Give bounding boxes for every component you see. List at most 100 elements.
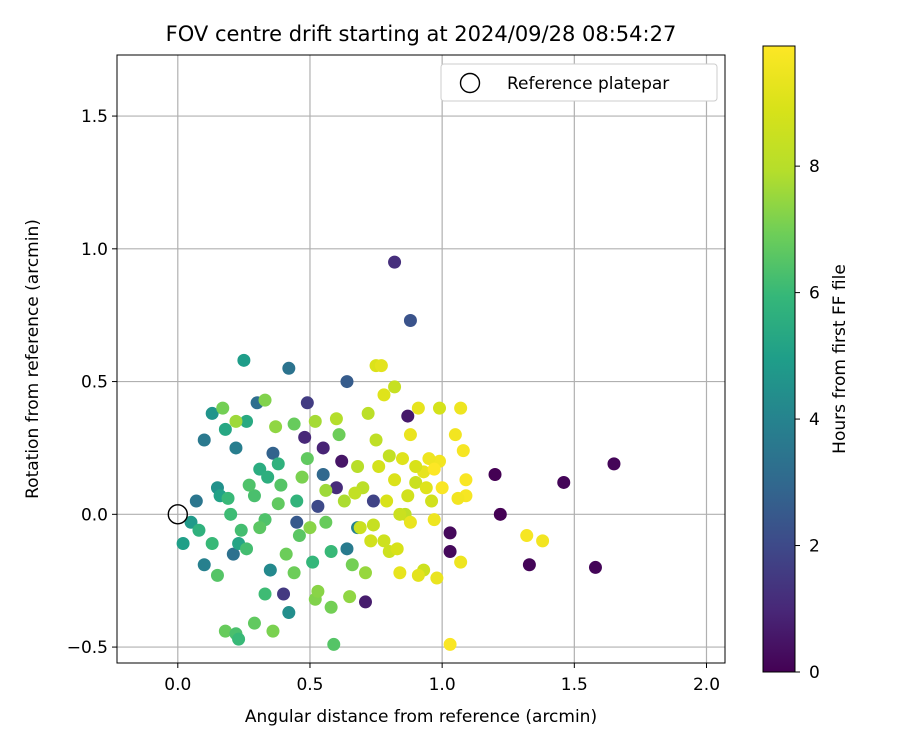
- data-point: [277, 587, 291, 601]
- data-point: [324, 600, 338, 614]
- legend-marker-icon: [459, 72, 481, 94]
- data-point: [366, 518, 380, 532]
- data-point: [353, 521, 367, 535]
- data-point: [316, 467, 330, 481]
- data-point: [205, 406, 219, 420]
- data-point: [279, 547, 293, 561]
- data-point: [433, 401, 447, 415]
- data-point: [380, 494, 394, 508]
- data-point: [192, 523, 206, 537]
- data-point: [377, 534, 391, 548]
- colorbar-tick-label: 6: [809, 284, 820, 304]
- data-point: [327, 637, 341, 651]
- data-point: [229, 441, 243, 455]
- data-point: [361, 406, 375, 420]
- data-point: [263, 563, 277, 577]
- data-point: [303, 521, 317, 535]
- data-point: [401, 409, 415, 423]
- data-point: [197, 433, 211, 447]
- data-point: [419, 481, 433, 495]
- data-point: [221, 491, 235, 505]
- data-point: [240, 542, 254, 556]
- data-point: [253, 521, 267, 535]
- x-tick-label: 2.0: [693, 675, 720, 695]
- colorbar-tick-label: 2: [809, 537, 820, 557]
- data-point: [316, 441, 330, 455]
- colorbar-label: Hours from first FF file: [830, 264, 850, 454]
- data-point: [229, 414, 243, 428]
- data-point: [454, 555, 468, 569]
- data-point: [258, 587, 272, 601]
- colorbar-tick-label: 0: [809, 663, 820, 683]
- plot-area: 0.0 0.5 1.0 1.5 2.0 −0.5 0.0 0.5 1.0 1.5: [67, 54, 726, 695]
- data-point: [300, 452, 314, 466]
- data-point: [253, 462, 267, 476]
- data-point: [395, 452, 409, 466]
- data-point: [290, 515, 304, 529]
- data-point: [443, 637, 457, 651]
- data-point: [282, 606, 296, 620]
- data-point: [287, 566, 301, 580]
- data-point: [324, 544, 338, 558]
- data-point: [451, 491, 465, 505]
- data-point: [205, 537, 219, 551]
- data-point: [427, 462, 441, 476]
- x-tick-label: 1.0: [429, 675, 456, 695]
- data-point: [247, 616, 261, 630]
- data-point: [366, 494, 380, 508]
- data-point: [607, 457, 621, 471]
- y-tick-label: 1.0: [81, 240, 108, 260]
- legend-label: Reference platepar: [507, 74, 669, 94]
- data-point: [459, 473, 473, 487]
- data-point: [388, 380, 402, 394]
- plot-background: [117, 55, 725, 663]
- x-axis-ticks: 0.0 0.5 1.0 1.5 2.0: [164, 663, 720, 695]
- data-point: [332, 428, 346, 442]
- data-point: [224, 507, 238, 521]
- data-point: [240, 414, 254, 428]
- colorbar-tick-label: 8: [809, 157, 820, 177]
- data-point: [269, 420, 283, 434]
- y-tick-label: 0.5: [81, 373, 108, 393]
- data-point: [557, 475, 571, 489]
- data-point: [351, 460, 365, 474]
- data-point: [369, 433, 383, 447]
- data-point: [247, 489, 261, 503]
- data-point: [374, 359, 388, 373]
- data-point: [319, 483, 333, 497]
- data-point: [427, 513, 441, 527]
- y-axis-ticks: −0.5 0.0 0.5 1.0 1.5: [67, 107, 117, 658]
- colorbar-tick-label: 4: [809, 410, 820, 430]
- colorbar: 0 2 4 6 8 Hours from first FF file: [762, 45, 850, 683]
- grid: [117, 55, 725, 663]
- data-point: [403, 314, 417, 328]
- data-point: [430, 571, 444, 585]
- x-tick-label: 1.5: [561, 675, 588, 695]
- data-point: [337, 494, 351, 508]
- data-point: [588, 560, 602, 574]
- data-point: [488, 467, 502, 481]
- x-tick-label: 0.0: [164, 675, 191, 695]
- x-axis-label: Angular distance from reference (arcmin): [245, 707, 597, 727]
- data-point: [536, 534, 550, 548]
- data-point: [358, 595, 372, 609]
- data-point: [382, 449, 396, 463]
- data-point: [266, 446, 280, 460]
- chart-title: FOV centre drift starting at 2024/09/28 …: [166, 22, 677, 46]
- data-point: [443, 544, 457, 558]
- data-point: [454, 401, 468, 415]
- colorbar-ticks: 0 2 4 6 8: [795, 157, 820, 683]
- plot-frame: [116, 54, 726, 664]
- data-point: [311, 584, 325, 598]
- data-point: [390, 542, 404, 556]
- y-tick-label: 1.5: [81, 107, 108, 127]
- data-point: [393, 566, 407, 580]
- data-point: [210, 568, 224, 582]
- data-point: [176, 537, 190, 551]
- legend: Reference platepar: [440, 63, 718, 102]
- data-point: [218, 624, 232, 638]
- data-point: [218, 422, 232, 436]
- data-point: [216, 401, 230, 415]
- data-point: [274, 478, 288, 492]
- data-point: [372, 460, 386, 474]
